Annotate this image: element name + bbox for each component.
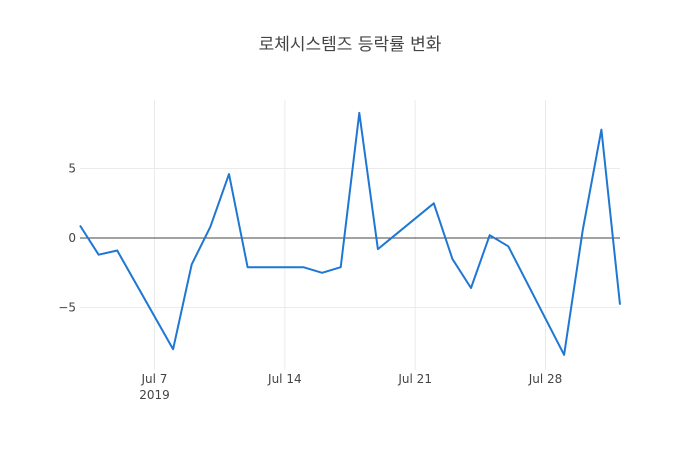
x-tick-label: Jul 7 <box>141 372 168 386</box>
y-tick-label: 0 <box>68 231 76 245</box>
x-tick-label: Jul 21 <box>397 372 432 386</box>
x-tick-label: Jul 28 <box>528 372 563 386</box>
series-polyline <box>79 111 621 356</box>
x-tick-year-label: 2019 <box>139 388 170 402</box>
y-tick-label: 5 <box>68 162 76 176</box>
x-tick-label: Jul 14 <box>267 372 302 386</box>
y-tick-label: −5 <box>58 301 76 315</box>
data-series-line <box>79 111 621 356</box>
x-axis-ticks: Jul 7 2019 Jul 14 Jul 21 Jul 28 <box>139 372 562 402</box>
y-axis-ticks: 5 0 −5 <box>58 162 76 315</box>
chart-title: 로체시스템즈 등락률 변화 <box>258 35 442 55</box>
grid-lines <box>80 100 620 370</box>
